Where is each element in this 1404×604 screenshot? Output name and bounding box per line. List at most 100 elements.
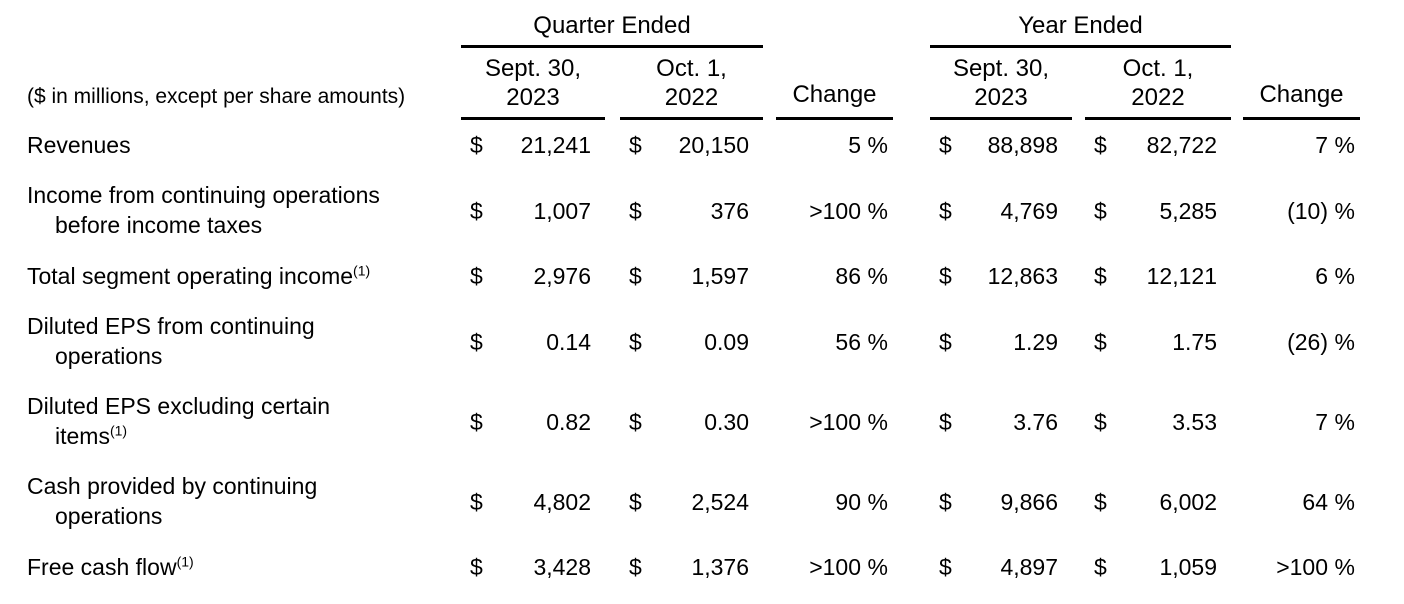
percent-sign: %	[1334, 263, 1355, 289]
dollar-sign: $	[1094, 488, 1107, 515]
quarter-change-value: >100%	[809, 197, 888, 224]
row-label: Diluted EPS excluding certain items(1)	[27, 391, 455, 451]
row-label-text: Total segment operating income	[27, 262, 354, 289]
quarter-current-value: $0.14	[470, 328, 591, 355]
year-change-header: Change	[1231, 48, 1360, 120]
year-ended-label: Year Ended	[930, 11, 1231, 48]
footnote-marker: (1)	[353, 261, 371, 278]
year-col1-header: Sept. 30, 2023	[893, 48, 1072, 120]
row-label: Diluted EPS from continuing operations	[27, 311, 455, 371]
dollar-sign: $	[470, 263, 483, 289]
dollar-sign: $	[939, 197, 952, 224]
dollar-sign: $	[629, 554, 642, 580]
dollar-sign: $	[470, 488, 483, 515]
percent-sign: %	[867, 197, 888, 224]
row-label: Free cash flow(1)	[27, 552, 455, 582]
year-current-value: $12,863	[939, 263, 1058, 289]
year-current-value: $4,769	[939, 197, 1058, 224]
dollar-sign: $	[470, 132, 483, 158]
quarter-ended-label: Quarter Ended	[461, 11, 763, 48]
quarter-current-value: $4,802	[470, 488, 591, 515]
year-change-value: (26)%	[1287, 328, 1355, 355]
year-change-value: 7%	[1315, 408, 1355, 435]
row-label: Revenues	[27, 130, 455, 160]
dollar-sign: $	[629, 408, 642, 435]
quarter-prior-value: $376	[629, 197, 749, 224]
dollar-sign: $	[470, 408, 483, 435]
quarter-prior-value: $2,524	[629, 488, 749, 515]
quarter-change-value: 56%	[835, 328, 888, 355]
row-label-text: Free cash flow	[27, 553, 177, 580]
units-note: ($ in millions, except per share amounts…	[27, 85, 406, 108]
row-label-text2: operations	[55, 503, 163, 529]
percent-sign: %	[867, 328, 888, 355]
percent-sign: %	[867, 408, 888, 435]
year-prior-value: $3.53	[1094, 408, 1217, 435]
quarter-current-value: $1,007	[470, 197, 591, 224]
quarter-col1-header: Sept. 30, 2023	[455, 48, 605, 120]
year-change-label: Change	[1243, 80, 1360, 120]
row-label-text2: items	[55, 423, 110, 449]
row-income-continuing-ops: Income from continuing operations before…	[0, 171, 1360, 251]
quarter-prior-value: $0.09	[629, 328, 749, 355]
quarter-current-value: $21,241	[470, 132, 591, 158]
table-note-cell: ($ in millions, except per share amounts…	[0, 48, 455, 120]
group-header-spacer	[0, 6, 455, 48]
quarter-prior-value: $1,376	[629, 554, 749, 580]
quarter-prior-value: $1,597	[629, 263, 749, 289]
year-col1-date: Sept. 30, 2023	[930, 54, 1072, 120]
date-line1: Oct. 1,	[656, 55, 727, 82]
year-prior-value: $12,121	[1094, 263, 1217, 289]
year-change-value: 7%	[1315, 132, 1355, 158]
quarter-change-value: 86%	[835, 263, 888, 289]
dollar-sign: $	[1094, 328, 1107, 355]
year-change-value: >100%	[1276, 554, 1355, 580]
dollar-sign: $	[629, 263, 642, 289]
percent-sign: %	[1334, 197, 1355, 224]
dollar-sign: $	[1094, 408, 1107, 435]
year-prior-value: $6,002	[1094, 488, 1217, 515]
quarter-col2-header: Oct. 1, 2022	[605, 48, 763, 120]
year-prior-value: $82,722	[1094, 132, 1217, 158]
year-prior-value: $1.75	[1094, 328, 1217, 355]
quarter-col1-date: Sept. 30, 2023	[461, 54, 605, 120]
percent-sign: %	[867, 263, 888, 289]
row-diluted-eps-continuing-ops: Diluted EPS from continuing operations $…	[0, 302, 1360, 382]
dollar-sign: $	[939, 132, 952, 158]
date-line2: 2022	[1131, 84, 1185, 111]
group-header-spacer	[1231, 6, 1360, 48]
percent-sign: %	[1334, 408, 1355, 435]
date-line2: 2023	[974, 84, 1028, 111]
quarter-change-value: 5%	[848, 132, 888, 158]
footnote-marker: (1)	[176, 552, 194, 569]
footnote-marker: (1)	[109, 422, 128, 439]
row-label-text: Cash provided by continuing	[27, 473, 318, 499]
dollar-sign: $	[1094, 132, 1107, 158]
quarter-current-value: $2,976	[470, 263, 591, 289]
row-label-text2: operations	[55, 343, 163, 369]
dollar-sign: $	[939, 488, 952, 515]
date-line1: Oct. 1,	[1122, 55, 1194, 82]
percent-sign: %	[867, 488, 888, 515]
quarter-current-value: $3,428	[470, 554, 591, 580]
year-current-value: $3.76	[939, 408, 1058, 435]
row-cash-provided-continuing-ops: Cash provided by continuing operations $…	[0, 462, 1360, 542]
dollar-sign: $	[1094, 554, 1107, 580]
row-label-text: Diluted EPS excluding certain	[27, 393, 330, 419]
date-line2: 2023	[506, 84, 560, 111]
dollar-sign: $	[470, 197, 483, 224]
dollar-sign: $	[470, 328, 483, 355]
year-prior-value: $1,059	[1094, 554, 1217, 580]
year-current-value: $4,897	[939, 554, 1058, 580]
quarter-prior-value: $0.30	[629, 408, 749, 435]
quarter-change-value: 90%	[835, 488, 888, 515]
date-line1: Sept. 30,	[952, 55, 1050, 82]
percent-sign: %	[1334, 328, 1355, 355]
group-header-spacer	[763, 6, 893, 48]
dollar-sign: $	[1094, 263, 1107, 289]
percent-sign: %	[1334, 488, 1355, 515]
dollar-sign: $	[939, 554, 952, 580]
quarter-current-value: $0.82	[470, 408, 591, 435]
dollar-sign: $	[939, 408, 952, 435]
